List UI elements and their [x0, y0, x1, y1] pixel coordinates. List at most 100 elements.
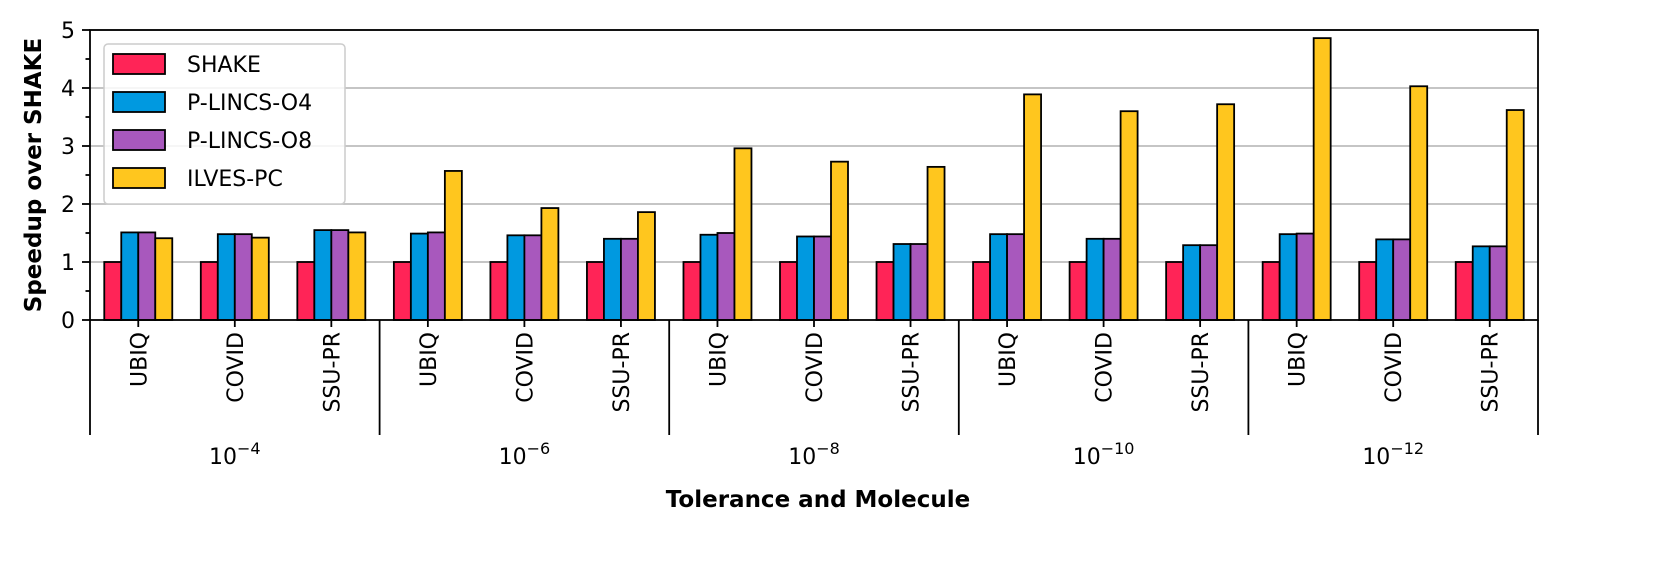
bar-p-lincs-o4-6	[699, 233, 719, 321]
x-axis-title: Tolerance and Molecule	[666, 487, 970, 513]
y-tick-label: 4	[61, 77, 75, 102]
x-tick-label: UBIQ	[417, 332, 442, 387]
bars	[103, 37, 1525, 321]
legend-label-ilves-pc: ILVES-PC	[187, 167, 283, 192]
x-tick-label: COVID	[1382, 332, 1407, 403]
bar-ilves-pc-2	[347, 231, 367, 321]
x-tick-label: SSU-PR	[320, 332, 345, 413]
x-tick-label: COVID	[803, 332, 828, 403]
bar-ilves-pc-10	[1119, 110, 1139, 321]
bar-shake-12	[1261, 261, 1281, 321]
bar-p-lincs-o8-13	[1392, 238, 1412, 321]
bar-ilves-pc-12	[1312, 37, 1332, 321]
x-tick-label: UBIQ	[1286, 332, 1311, 387]
legend-label-p-lincs-o4: P-LINCS-O4	[187, 91, 312, 116]
group-label: 10−4	[209, 439, 261, 470]
axes	[82, 29, 1539, 435]
x-tick-label: UBIQ	[127, 332, 152, 387]
bar-p-lincs-o8-1	[233, 233, 253, 321]
bar-shake-6	[682, 261, 702, 321]
bar-p-lincs-o8-11	[1199, 244, 1219, 321]
bar-p-lincs-o8-4	[523, 234, 543, 321]
x-tick-label: SSU-PR	[1189, 332, 1214, 413]
bar-p-lincs-o8-6	[716, 232, 736, 321]
y-tick-label: 3	[61, 135, 75, 160]
bar-p-lincs-o8-12	[1295, 232, 1315, 321]
legend-frame	[103, 43, 346, 205]
bar-ilves-pc-7	[830, 160, 849, 321]
legend: SHAKE P-LINCS-O4 P-LINCS-O8 ILVES-PC	[103, 43, 346, 205]
y-tick-label: 0	[61, 309, 75, 334]
x-tick-label: SSU-PR	[1479, 332, 1504, 413]
bar-ilves-pc-14	[1505, 109, 1525, 321]
legend-swatch-shake	[112, 53, 166, 75]
bar-shake-13	[1358, 261, 1378, 321]
legend-swatch-ilves-pc	[112, 167, 166, 189]
group-label: 10−8	[788, 439, 840, 470]
bar-ilves-pc-8	[926, 165, 946, 321]
bar-shake-8	[875, 261, 895, 321]
bar-p-lincs-o8-14	[1488, 245, 1508, 321]
bar-p-lincs-o4-4	[506, 234, 526, 321]
bar-shake-7	[779, 261, 798, 321]
group-label: 10−6	[499, 439, 551, 470]
bar-p-lincs-o4-9	[989, 233, 1008, 321]
bar-shake-14	[1454, 261, 1474, 321]
bar-p-lincs-o4-5	[603, 237, 622, 321]
bar-shake-11	[1165, 261, 1185, 321]
legend-swatch-p-lincs-o8	[112, 129, 166, 151]
legend-label-p-lincs-o8: P-LINCS-O8	[187, 129, 312, 154]
bar-ilves-pc-0	[154, 237, 174, 321]
bar-p-lincs-o4-1	[216, 233, 236, 321]
bar-ilves-pc-13	[1409, 85, 1429, 321]
bar-shake-0	[103, 261, 123, 321]
bar-p-lincs-o8-0	[137, 231, 157, 321]
bar-p-lincs-o4-3	[409, 232, 429, 321]
bar-shake-4	[489, 261, 509, 321]
bar-ilves-pc-3	[443, 170, 463, 321]
x-tick-label: SSU-PR	[610, 332, 635, 413]
group-label: 10−12	[1362, 439, 1424, 470]
legend-swatch-p-lincs-o4	[112, 91, 166, 113]
x-tick-label: COVID	[513, 332, 538, 403]
bar-p-lincs-o8-8	[909, 243, 929, 321]
bar-shake-10	[1068, 261, 1088, 321]
bar-p-lincs-o4-13	[1375, 238, 1395, 321]
bar-p-lincs-o4-7	[796, 235, 815, 321]
bar-shake-5	[586, 261, 605, 321]
bar-ilves-pc-9	[1023, 93, 1042, 321]
bar-p-lincs-o4-10	[1085, 237, 1105, 321]
bar-p-lincs-o8-2	[330, 229, 350, 321]
bar-shake-2	[296, 261, 316, 321]
y-axis-title: Speedup over SHAKE	[21, 38, 47, 312]
bar-p-lincs-o8-10	[1102, 237, 1122, 321]
bar-p-lincs-o4-2	[313, 229, 333, 321]
bar-p-lincs-o4-8	[892, 243, 912, 321]
legend-label-shake: SHAKE	[187, 53, 261, 78]
bar-ilves-pc-4	[540, 207, 560, 321]
y-tick-label: 1	[61, 251, 75, 276]
group-label: 10−10	[1073, 439, 1135, 470]
x-tick-label: SSU-PR	[900, 332, 925, 413]
bar-p-lincs-o8-7	[813, 235, 832, 321]
bar-p-lincs-o8-3	[426, 231, 446, 321]
y-tick-label: 5	[61, 19, 75, 44]
x-tick-label: UBIQ	[706, 332, 731, 387]
bar-shake-3	[392, 261, 412, 321]
bar-shake-9	[972, 261, 991, 321]
bar-ilves-pc-6	[733, 147, 753, 321]
bar-shake-1	[199, 261, 219, 321]
x-tick-label: COVID	[1093, 332, 1118, 403]
bar-p-lincs-o4-14	[1471, 245, 1491, 321]
bar-p-lincs-o8-5	[620, 237, 639, 321]
x-tick-label: UBIQ	[996, 332, 1021, 387]
x-tick-label: COVID	[224, 332, 249, 403]
bar-p-lincs-o4-12	[1278, 233, 1298, 321]
tick-labels: 0 1 2 3 4 5 UBIQ COVID SSU-PR UBIQ COVID SSU-PR UBIQ…	[61, 19, 1504, 470]
bar-ilves-pc-1	[250, 236, 270, 321]
bar-ilves-pc-5	[637, 211, 656, 321]
y-tick-label: 2	[61, 193, 75, 218]
bar-ilves-pc-11	[1216, 103, 1236, 321]
bar-p-lincs-o8-9	[1006, 233, 1025, 321]
